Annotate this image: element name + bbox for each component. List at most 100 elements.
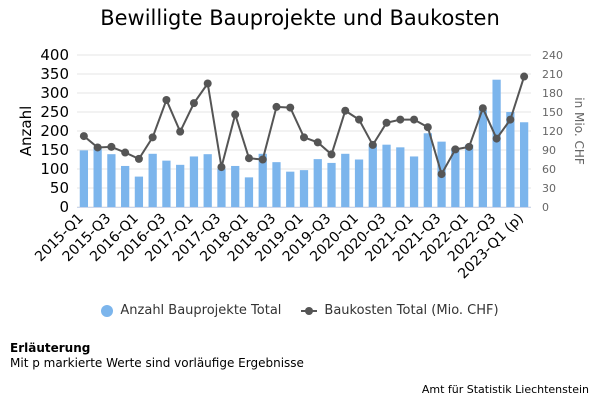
line-point <box>286 103 295 112</box>
line-point <box>300 133 308 142</box>
line-point <box>272 102 281 111</box>
legend-bars-label: Anzahl Bauprojekte Total <box>120 303 282 318</box>
bar <box>341 153 350 207</box>
bar <box>189 156 199 207</box>
bar <box>478 110 487 207</box>
y-tick-label: 50 <box>50 179 69 197</box>
bar <box>423 133 432 207</box>
y2-tick-label: 60 <box>542 163 556 176</box>
line-point <box>327 150 336 159</box>
line-point <box>203 79 212 88</box>
legend-item-line[interactable]: Baukosten Total (Mio. CHF) <box>301 303 499 318</box>
chart-title: Bewilligte Bauprojekte und Baukosten <box>100 6 500 30</box>
line-point <box>244 154 253 163</box>
y2-tick-label: 150 <box>542 106 563 119</box>
bar <box>519 122 529 207</box>
line-point <box>189 99 198 108</box>
bar <box>313 159 322 207</box>
line-point <box>478 104 487 113</box>
legend-item-bars[interactable]: Anzahl Bauprojekte Total <box>101 303 281 318</box>
bar <box>134 176 144 207</box>
notes: Erläuterung Mit p markierte Werte sind v… <box>10 341 304 371</box>
line-point <box>506 115 515 124</box>
line-point <box>313 138 322 147</box>
line-point <box>231 110 240 119</box>
line-point <box>437 170 446 179</box>
y2-tick-label: 30 <box>542 182 556 195</box>
source-credit: Amt für Statistik Liechtenstein <box>421 383 589 396</box>
y-tick-label: 250 <box>40 103 69 121</box>
y2-tick-label: 0 <box>542 201 549 214</box>
bar <box>148 153 157 207</box>
legend: Anzahl Bauprojekte Total Baukosten Total… <box>0 303 600 318</box>
line-point <box>217 163 226 172</box>
bar <box>409 156 419 207</box>
notes-text: Mit p markierte Werte sind vorläufige Er… <box>10 356 304 370</box>
y2-axis-title: in Mio. CHF <box>572 97 586 165</box>
y-tick-label: 0 <box>59 198 69 216</box>
bar <box>203 154 212 207</box>
line-point <box>148 133 157 142</box>
y2-tick-label: 240 <box>542 49 563 62</box>
line-point <box>520 72 529 81</box>
bar <box>79 150 89 207</box>
y-tick-label: 150 <box>40 141 69 159</box>
legend-line-swatch-icon <box>301 305 318 317</box>
bar <box>93 147 102 207</box>
line-point <box>451 145 460 154</box>
line-point <box>107 142 116 151</box>
line-point <box>410 115 419 124</box>
y2-tick-label: 210 <box>542 68 563 81</box>
y-tick-label: 100 <box>40 160 69 178</box>
line-point <box>176 127 185 136</box>
y-tick-label: 350 <box>40 65 69 83</box>
notes-heading: Erläuterung <box>10 341 91 355</box>
bar <box>382 144 391 207</box>
y2-tick-label: 90 <box>542 144 556 157</box>
bar <box>286 171 295 207</box>
line-point <box>465 142 474 151</box>
line-point <box>382 118 391 127</box>
line-point <box>79 132 88 141</box>
bar <box>162 160 171 207</box>
line-point <box>162 95 171 104</box>
line-point <box>355 115 364 124</box>
bars-series <box>79 79 529 207</box>
line-point <box>423 123 432 132</box>
bar <box>506 112 515 207</box>
y-tick-label: 200 <box>40 122 69 140</box>
line-point <box>341 106 350 115</box>
y2-tick-label: 120 <box>542 125 563 138</box>
y2-tick-label: 180 <box>542 87 563 100</box>
bar <box>327 162 336 207</box>
bar <box>396 147 405 207</box>
bar <box>176 164 185 207</box>
bar <box>492 79 501 207</box>
bar <box>121 165 130 207</box>
line-point <box>396 115 405 124</box>
legend-bar-swatch-icon <box>101 304 114 317</box>
bar <box>217 168 226 207</box>
bar <box>244 177 254 207</box>
bar <box>107 154 116 207</box>
y-tick-label: 400 <box>40 46 69 64</box>
bar <box>354 159 364 207</box>
legend-line-label: Baukosten Total (Mio. CHF) <box>324 303 499 318</box>
line-point <box>492 134 501 143</box>
line-point <box>121 148 130 157</box>
bar <box>451 148 460 207</box>
bar <box>258 153 267 207</box>
line-point <box>134 154 143 163</box>
bar <box>464 144 474 207</box>
line-series <box>79 72 529 179</box>
bar <box>231 165 240 207</box>
line-point <box>258 155 267 164</box>
line-point <box>368 140 377 149</box>
bar <box>368 144 377 207</box>
bar <box>272 162 281 207</box>
y-tick-label: 300 <box>40 84 69 102</box>
bar <box>299 170 309 207</box>
line-point <box>93 143 102 152</box>
y-axis-title: Anzahl <box>17 106 35 157</box>
